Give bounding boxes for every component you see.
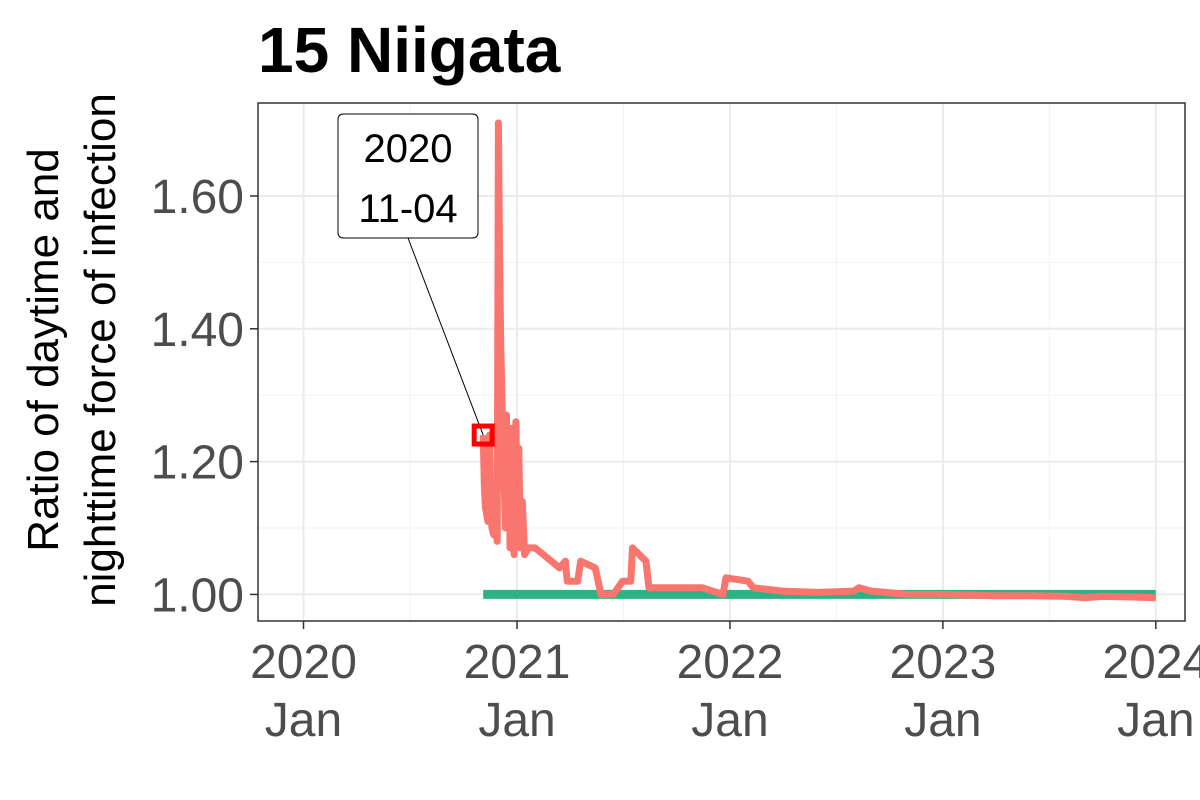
x-tick-label-month: Jan xyxy=(1117,694,1194,747)
y-tick-label: 1.00 xyxy=(151,569,244,622)
y-axis-label: Ratio of daytime and xyxy=(19,148,68,552)
y-axis: 1.00 1.20 1.40 1.60 xyxy=(151,171,258,622)
gridlines xyxy=(258,103,1185,621)
x-tick-label-month: Jan xyxy=(265,694,342,747)
x-tick-label-month: Jan xyxy=(691,694,768,747)
annotation-marker xyxy=(471,423,495,447)
x-tick-label-year: 2021 xyxy=(464,636,571,689)
x-tick-label-year: 2023 xyxy=(890,636,997,689)
y-axis-label-line-2: nighttime force of infection xyxy=(76,93,125,607)
annotation-leader-line xyxy=(407,237,484,436)
annotation-text-line-1: 2020 xyxy=(364,127,453,171)
chart-title: 15 Niigata xyxy=(258,14,561,86)
x-tick-label-month: Jan xyxy=(478,694,555,747)
x-tick-label-year: 2022 xyxy=(677,636,784,689)
annotation-box xyxy=(337,113,479,239)
annotation-text-line-2: 11-04 xyxy=(358,187,457,231)
x-tick-label-year: 2024 xyxy=(1102,636,1200,689)
series-line-0 xyxy=(479,119,1156,602)
y-tick-label: 1.40 xyxy=(151,304,244,357)
y-axis-label-2: nighttime force of infection xyxy=(76,93,125,607)
plot-border xyxy=(257,102,1186,622)
y-axis-label-line-1: Ratio of daytime and xyxy=(19,148,68,552)
series-layer xyxy=(479,119,1156,602)
annotation-layer: 2020 11-04 xyxy=(337,113,495,447)
x-tick-label-year: 2020 xyxy=(250,636,357,689)
y-tick-label: 1.60 xyxy=(151,171,244,224)
y-tick-label: 1.20 xyxy=(151,437,244,490)
x-tick-label-month: Jan xyxy=(904,694,981,747)
